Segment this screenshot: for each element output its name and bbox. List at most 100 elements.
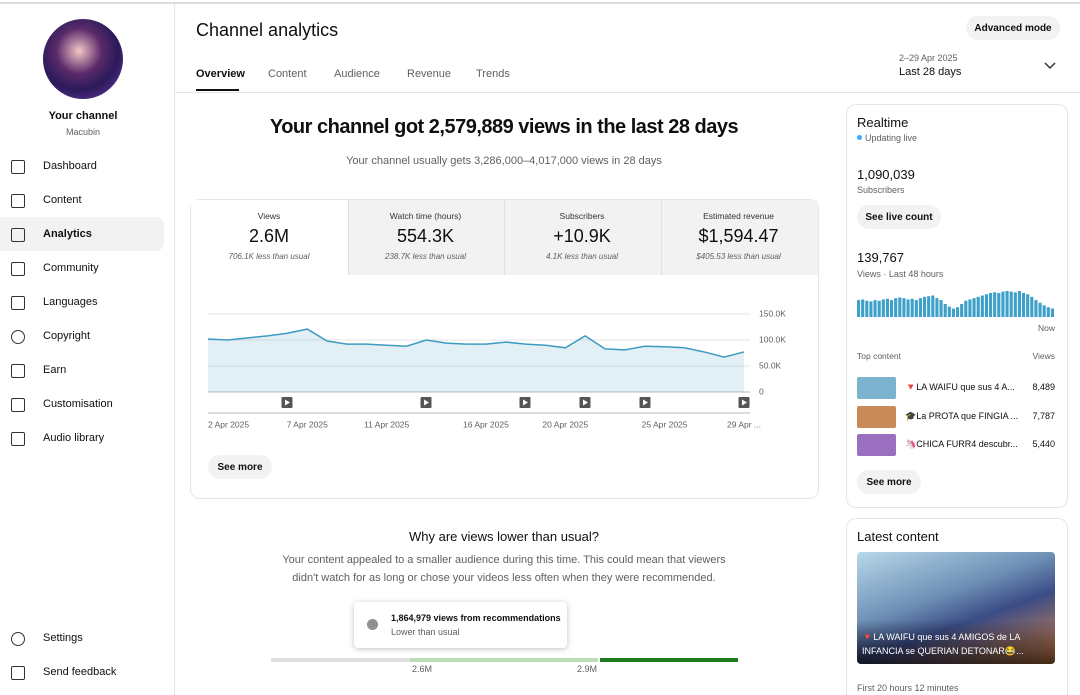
dropdown-chevron[interactable] [1044,61,1056,71]
realtime-bar [861,299,865,317]
realtime-views: 139,767 [857,250,904,265]
tab[interactable]: Trends [476,68,510,80]
y-tick-label: 50.0K [759,360,782,370]
see-more-button[interactable]: See more [208,455,272,479]
header-divider [174,92,1080,93]
nav-icon [11,632,25,646]
metric-label: Views [257,211,281,221]
metric-value: $1,594.47 [698,226,779,246]
nav-item[interactable]: Content [43,194,82,206]
realtime-bar [881,299,885,317]
realtime-bar [1042,305,1046,317]
video-marker-play [523,399,528,406]
advanced-mode-button[interactable]: Advanced mode [966,16,1060,40]
realtime-bar [1017,291,1021,317]
metric-label: Watch time (hours) [389,211,462,221]
tab[interactable]: Content [268,68,307,80]
latest-age: First 20 hours 12 minutes [857,683,959,693]
top-title[interactable]: 🔻LA WAIFU que sus 4 A... [905,382,1015,392]
top-border [0,2,1080,4]
realtime-bar [943,304,947,317]
tab-underline [196,89,239,91]
realtime-bar [910,298,914,317]
metric-note: $405.53 less than usual [696,252,781,261]
nav-icon [11,398,25,412]
top-views: 5,440 [1032,439,1055,449]
nav-item[interactable]: Languages [43,296,98,308]
period[interactable]: Last 28 days [899,66,962,78]
realtime-bar [984,294,988,317]
nav-item[interactable]: Customisation [43,398,113,410]
realtime-bar [964,300,968,317]
tab[interactable]: Audience [334,68,380,80]
line [207,328,745,358]
realtime-bar [1046,307,1050,317]
realtime-bar [894,298,898,317]
x-tick-label: 20 Apr 2025 [542,419,588,429]
latest-video-title[interactable]: 🔻LA WAIFU que sus 4 AMIGOS de LA INFANCI… [862,632,1024,656]
callout-icon [367,619,378,630]
tab[interactable]: Revenue [407,68,452,80]
nav-highlight [0,217,164,251]
realtime-bar [968,299,972,317]
realtime-bar [902,298,906,317]
nav-item[interactable]: Send feedback [43,666,117,678]
nav-item[interactable]: Community [43,262,99,274]
thumbnail-shade [857,620,1055,664]
top-views: 7,787 [1032,410,1055,421]
top-thumbnail[interactable] [857,405,896,428]
top-views: 8,489 [1032,382,1055,392]
realtime-bar [989,292,993,317]
latest-title: Latest content [857,529,939,544]
realtime-bar [857,300,861,317]
x-tick-label: 7 Apr 2025 [287,419,328,429]
realtime-views-label: Views · Last 48 hours [857,269,944,279]
nav-item[interactable]: Analytics [43,228,92,240]
nav-item[interactable]: Audio library [43,432,105,444]
metric-tab[interactable] [660,200,818,275]
nav-item[interactable]: Settings [43,632,83,644]
callout-subtitle: Lower than usual [391,627,460,637]
subscriber-label: Subscribers [857,185,905,195]
metric-note: 4.1K less than usual [545,252,619,261]
callout-title: 1,864,979 views from recommendations [391,613,561,623]
metric-note: 706.1K less than usual [228,252,310,261]
insight-title: Why are views lower than usual? [408,529,600,544]
realtime-bar [1005,291,1009,317]
headline: Your channel got 2,579,889 views in the … [269,116,739,138]
metric-value: 2.6M [248,226,290,246]
top-thumbnail[interactable] [857,377,896,399]
nav-item[interactable]: Copyright [43,330,91,342]
nav-icon [11,160,25,174]
metric-tab[interactable] [504,200,661,275]
live-count-button[interactable]: See live count [857,205,941,229]
metric-tab[interactable] [191,200,347,275]
realtime-see-more[interactable]: See more [857,470,921,494]
realtime-bar [997,292,1001,317]
y-tick-label: 100.0K [759,334,786,344]
date-range[interactable]: 2–29 Apr 2025 [899,53,958,63]
x-tick-label: 11 Apr 2025 [364,419,409,429]
live-dot [857,135,862,140]
channel-avatar[interactable] [43,19,123,99]
realtime-bar [906,299,910,317]
nav-icon [11,330,25,344]
realtime-bar [1038,302,1042,317]
video-marker-play [285,399,290,406]
views-column: Views [1032,351,1055,361]
realtime-bar [877,300,881,317]
metric-tab[interactable] [347,200,505,275]
views-chart: 0 50.0K 100.0K 150.0K 2 Apr 2025 7 Apr 2025 11… [207,308,786,429]
top-thumbnail[interactable] [857,434,896,456]
nav-item[interactable]: Earn [43,364,67,376]
callout [354,602,567,648]
channel-label[interactable]: Your channel [48,110,118,122]
metric-value: 554.3K [396,226,455,246]
latest-card [846,518,1068,695]
top-title[interactable]: 🦄CHICA FURR4 descubr... [905,439,1018,449]
nav-item[interactable]: Dashboard [43,160,97,172]
top-title[interactable]: 🎓La PROTA que FINGIA ... [905,410,1019,421]
area [208,329,744,392]
tab[interactable]: Overview [196,68,245,80]
